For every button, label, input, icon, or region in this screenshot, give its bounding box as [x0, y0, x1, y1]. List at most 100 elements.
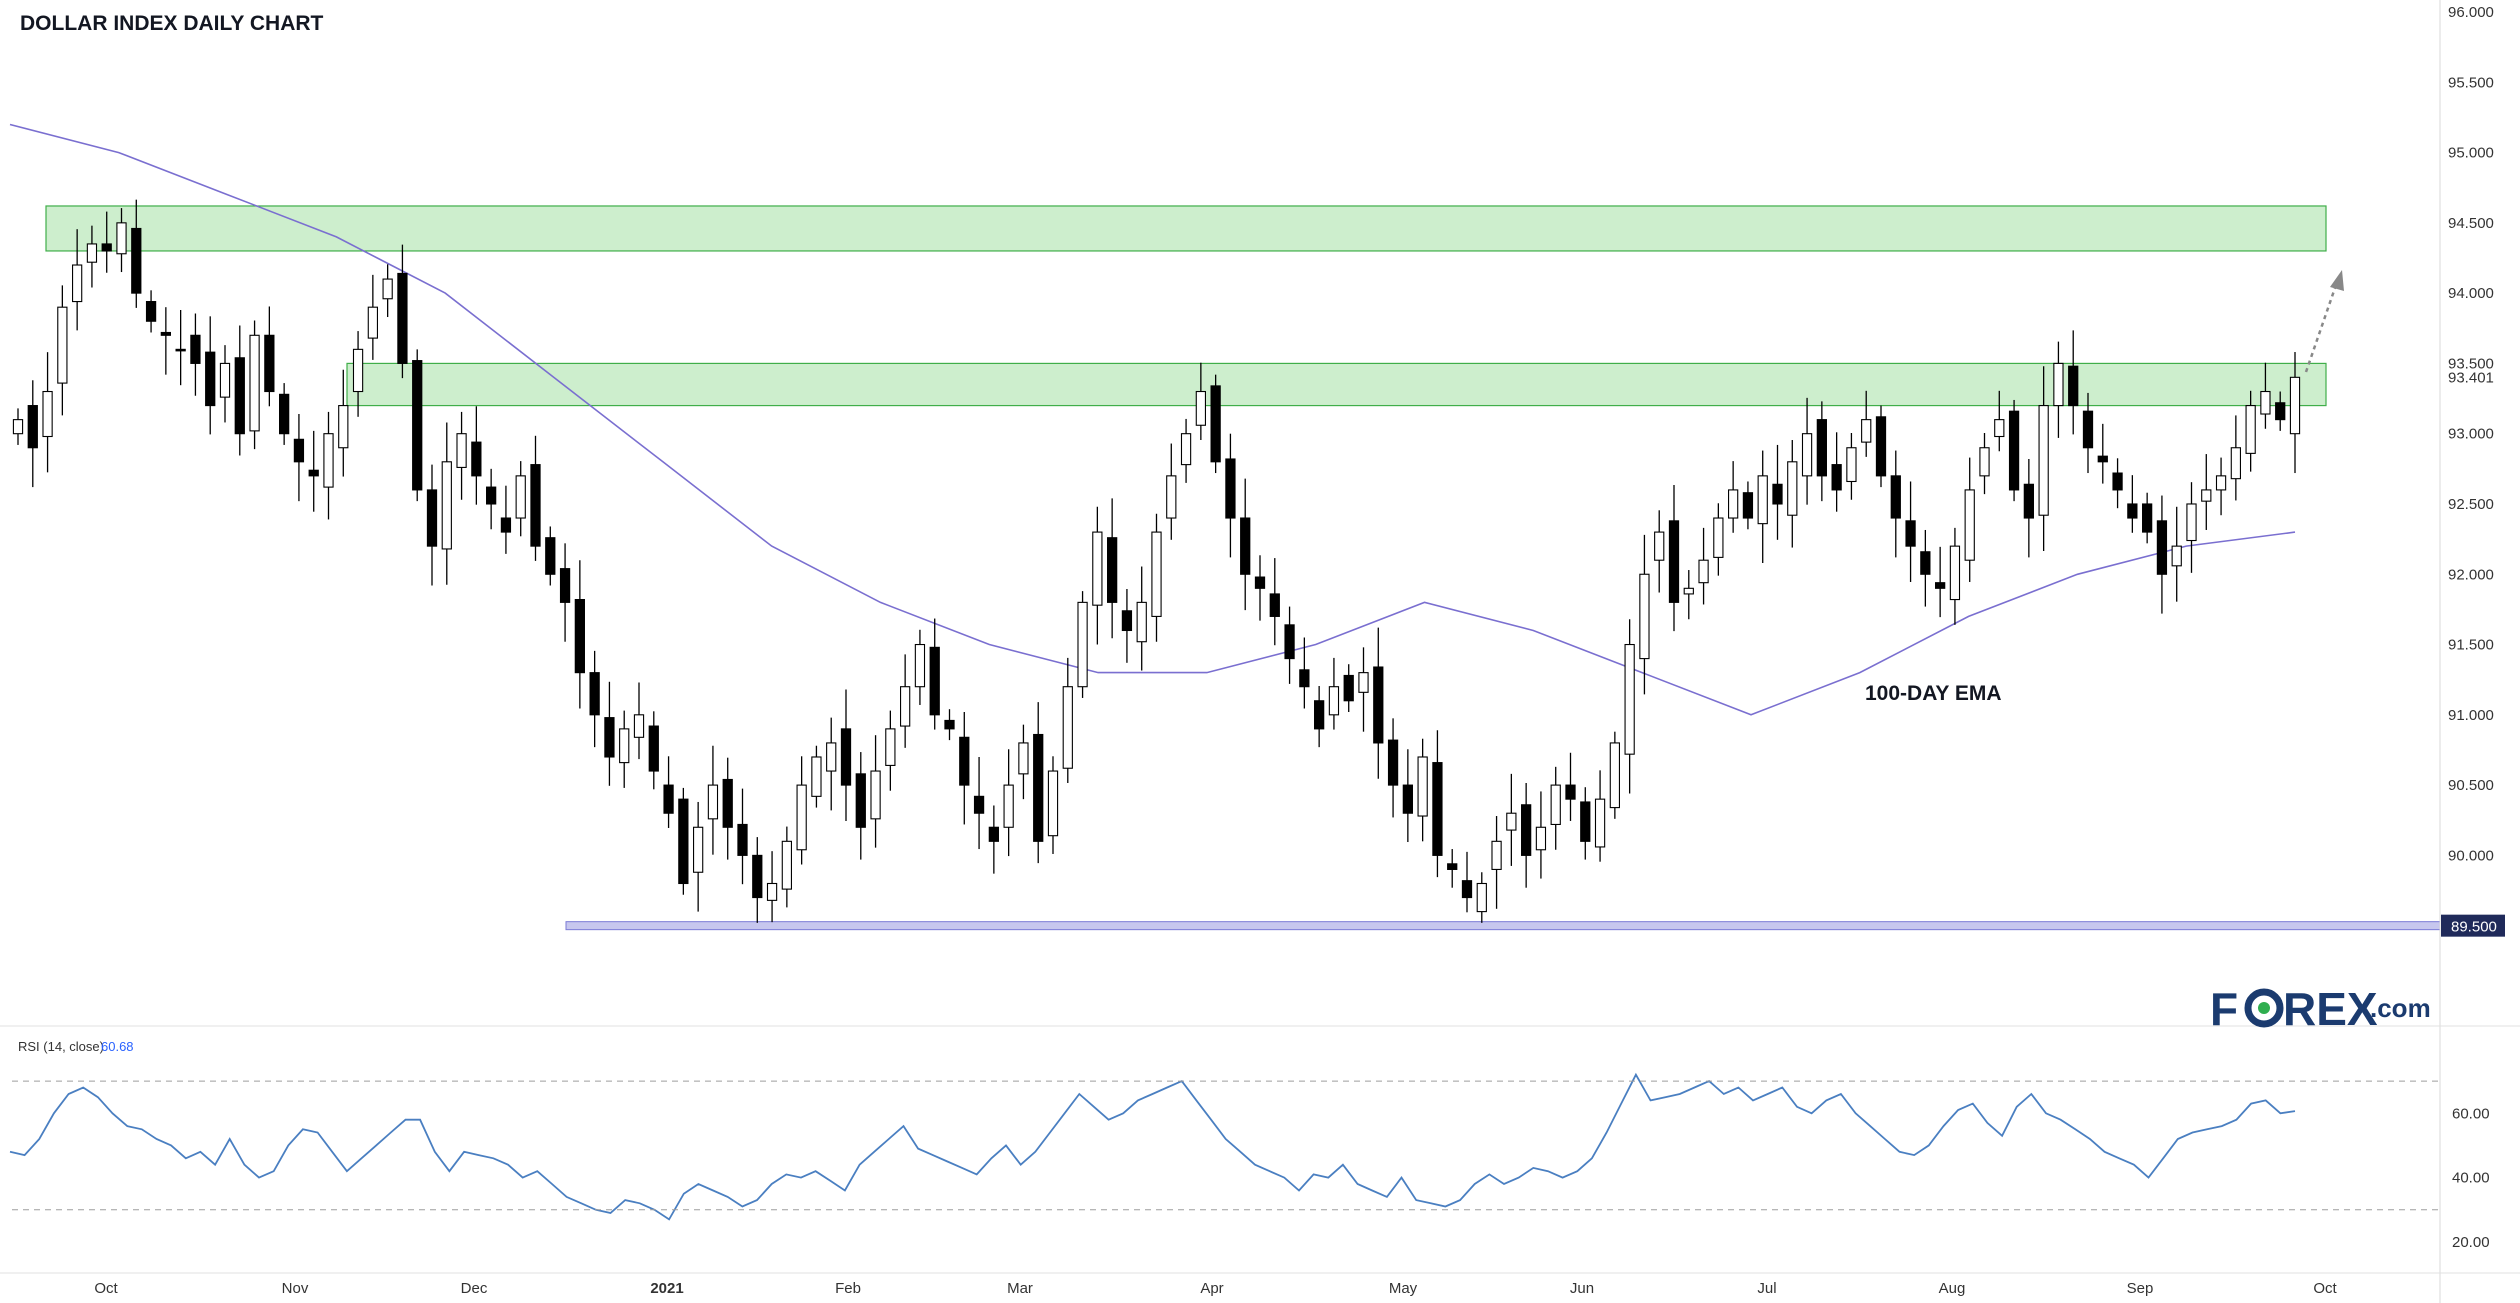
candle-down	[1905, 520, 1916, 547]
candle-down	[101, 243, 112, 252]
candle-down	[264, 334, 275, 393]
candle-down	[929, 646, 940, 716]
candle-down	[160, 331, 171, 336]
price-tick-label: 92.000	[2448, 566, 2494, 583]
price-tick-label: 90.500	[2448, 777, 2494, 794]
candle-down	[2082, 410, 2094, 449]
candle-down	[973, 795, 985, 814]
candle-down	[1225, 458, 1236, 519]
candle-down	[1831, 464, 1842, 491]
resistance-zones	[45, 205, 2327, 407]
time-tick-label: May	[1389, 1280, 1418, 1297]
candle-up	[338, 405, 349, 449]
candle-up	[2245, 405, 2256, 454]
candle-up	[2171, 545, 2182, 567]
candle-down	[2068, 365, 2079, 407]
candle-down	[279, 393, 290, 435]
candle-up	[1506, 812, 1517, 831]
candle-down	[959, 736, 970, 786]
price-tick-label: 92.500	[2448, 496, 2494, 513]
resistance-zone	[45, 205, 2327, 252]
candle-up	[1846, 447, 1857, 483]
candle-down	[559, 568, 571, 603]
candle-up	[72, 264, 83, 303]
candle-up	[42, 390, 53, 438]
candle-up	[441, 461, 452, 550]
candle-down	[2142, 503, 2153, 533]
candle-up	[1003, 784, 1014, 828]
candle-up	[1624, 643, 1635, 755]
rsi-label: RSI (14, close)	[18, 1039, 104, 1054]
rsi-tick-label: 60.00	[2452, 1105, 2490, 1122]
candle-up	[781, 840, 792, 890]
candle-up	[1018, 742, 1029, 775]
candle-down	[2097, 455, 2108, 463]
time-tick-label: Oct	[94, 1280, 118, 1297]
candle-up	[1698, 559, 1709, 584]
logo-o-icon	[2244, 988, 2284, 1028]
candle-down	[840, 728, 852, 786]
candle-down	[486, 486, 497, 505]
candle-down	[530, 464, 541, 547]
ema-label: 100-DAY EMA	[1865, 682, 2002, 705]
candle-down	[2008, 410, 2020, 491]
candle-down	[471, 441, 482, 477]
candle-up	[1979, 447, 1990, 477]
candle-down	[1875, 416, 1887, 477]
price-panel-background	[0, 0, 2520, 1025]
candle-up	[2215, 475, 2227, 491]
logo-domain: .com	[2370, 993, 2431, 1023]
candle-up	[1683, 587, 1694, 595]
candle-up	[885, 728, 896, 766]
time-tick-label: Jul	[1757, 1280, 1776, 1297]
candle-down	[412, 360, 423, 491]
candle-up	[693, 826, 704, 873]
candle-down	[1284, 624, 1295, 660]
candle-up	[1062, 686, 1073, 769]
rsi-panel: RSI (14, close) 60.68 60.00 40.00 20.00	[0, 1025, 2520, 1251]
rsi-tick-label: 20.00	[2452, 1234, 2490, 1251]
candlesticks	[12, 199, 2301, 923]
candle-up	[1550, 784, 1561, 826]
candle-down	[678, 798, 689, 885]
candle-down	[1580, 801, 1591, 842]
price-panel: 100-DAY EMA DOLLAR INDEX DAILY CHART	[0, 0, 2520, 1025]
candle-down	[1920, 551, 1931, 575]
candle-up	[900, 686, 911, 727]
candle-up	[633, 714, 645, 738]
candle-down	[1254, 576, 1266, 589]
candle-down	[2156, 520, 2168, 575]
candle-up	[12, 419, 24, 435]
price-tick-label: 91.000	[2448, 707, 2494, 724]
candle-up	[323, 433, 334, 488]
candle-up	[1491, 840, 1502, 870]
last-price-label: 93.401	[2448, 369, 2494, 386]
candle-up	[1594, 798, 1606, 848]
candle-up	[2230, 447, 2241, 480]
candle-down	[1121, 610, 1133, 632]
candle-up	[456, 433, 467, 468]
candle-down	[1432, 762, 1443, 856]
candle-up	[1654, 531, 1665, 561]
candle-down	[722, 778, 733, 828]
candle-up	[796, 784, 807, 851]
candle-down	[1314, 700, 1325, 730]
candle-up	[352, 348, 364, 393]
candle-up	[1092, 531, 1103, 606]
candle-down	[545, 537, 556, 575]
candle-up	[1757, 475, 1768, 525]
candle-up	[1861, 419, 1872, 443]
candle-down	[2112, 472, 2123, 491]
time-tick-label: Nov	[282, 1280, 309, 1297]
candle-up	[86, 243, 98, 263]
candle-down	[1033, 733, 1044, 842]
projection-arrow	[2304, 270, 2344, 373]
candle-down	[1447, 863, 1458, 870]
candle-down	[988, 826, 999, 842]
candle-up	[2289, 376, 2301, 435]
logo-text-f: F	[2210, 983, 2238, 1035]
support-price-label: 89.500	[2451, 919, 2497, 936]
candle-up	[1949, 545, 1961, 601]
candle-down	[2275, 402, 2286, 421]
candle-up	[1180, 433, 1192, 466]
